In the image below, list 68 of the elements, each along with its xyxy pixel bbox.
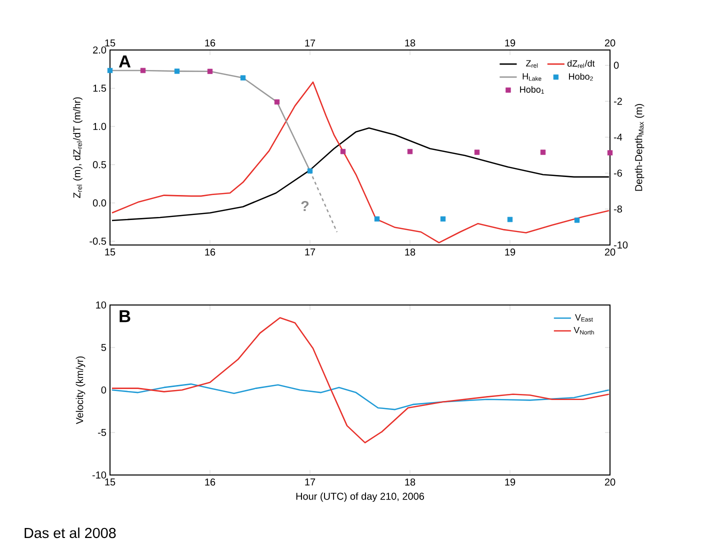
y2-tick-label: 0 [614, 62, 619, 69]
point [540, 150, 546, 155]
x-tick-label: 17 [305, 478, 316, 486]
annotation: B [120, 310, 130, 322]
y-axis-title: Velocity (km/yr) [76, 356, 86, 424]
x-tick-label: 19 [505, 478, 516, 486]
line-series [111, 383, 610, 410]
annotation: A [118, 55, 131, 68]
x2-tick-label: 20 [604, 39, 616, 46]
y2-axis-title: Depth-Depth$_{Max}$ (m) [634, 104, 644, 191]
y-tick-label: 10 [96, 301, 106, 309]
y2-tick-label: -4 [614, 134, 622, 141]
x-axis-title: Hour (UTC) of day 210, 2006 [296, 492, 424, 502]
y2-tick-label: -6 [614, 170, 622, 177]
y-tick-label: -10 [92, 471, 106, 479]
point [174, 68, 180, 74]
legend-label: H$_{Lake}$ [522, 73, 542, 81]
x-tick-label: 17 [305, 248, 316, 256]
x-tick-label: 15 [105, 248, 116, 256]
point [207, 68, 213, 74]
legend-label: Hobo$_{2}$ [569, 73, 593, 81]
x-tick-label: 20 [604, 248, 616, 256]
x2-tick-label: 19 [505, 39, 516, 46]
point [374, 216, 380, 222]
y-tick-label: 1.5 [93, 84, 106, 92]
point [140, 68, 146, 74]
point [407, 148, 413, 154]
x2-tick-label: 18 [405, 39, 416, 46]
legend-label: Z$_{rel}$ [526, 60, 538, 68]
y-tick-label: 0 [101, 386, 106, 394]
y-tick-label: 2.0 [93, 46, 106, 54]
y2-tick-label: -2 [614, 98, 622, 105]
point [107, 68, 113, 74]
legend-label: V$_{North}$ [574, 326, 594, 334]
point [474, 150, 480, 155]
x-tick-label: 19 [505, 248, 516, 256]
x-tick-label: 16 [205, 248, 216, 256]
y-tick-label: -5 [98, 429, 106, 436]
line-series [111, 81, 610, 244]
x-tick-label: 18 [405, 248, 416, 256]
y-axis-title: Z$_{rel}$ (m), dZ$_{rel}$/dT (m/hr) [73, 97, 82, 198]
annotation: ? [301, 200, 309, 212]
y-tick-label: -0.5 [90, 238, 106, 245]
y2-tick-label: -10 [614, 241, 628, 249]
y2-tick-label: -8 [614, 206, 622, 213]
x2-tick-label: 16 [205, 39, 216, 46]
legend-label: Hobo$_{1}$ [520, 86, 544, 94]
y-tick-label: 1.0 [93, 122, 106, 130]
point [607, 150, 613, 156]
point [440, 216, 446, 222]
point [240, 75, 246, 80]
point [307, 168, 313, 174]
x-tick-label: 16 [205, 478, 216, 486]
x-tick-label: 18 [405, 478, 416, 486]
x2-tick-label: 17 [305, 40, 316, 46]
point [574, 218, 580, 223]
point [274, 99, 280, 105]
y-tick-label: 0.5 [92, 161, 106, 168]
y-tick-label: 0.0 [92, 199, 106, 206]
legend-label: dZ$_{rel}$/dt [568, 60, 595, 68]
point [507, 216, 513, 222]
x2-tick-label: 15 [105, 39, 116, 46]
point [340, 148, 346, 154]
x-tick-label: 20 [604, 478, 616, 486]
legend-label: V$_{East}$ [575, 314, 593, 322]
x-tick-label: 15 [105, 478, 116, 486]
y-tick-label: 5 [101, 344, 106, 351]
text: Das et al 2008 [24, 528, 116, 538]
